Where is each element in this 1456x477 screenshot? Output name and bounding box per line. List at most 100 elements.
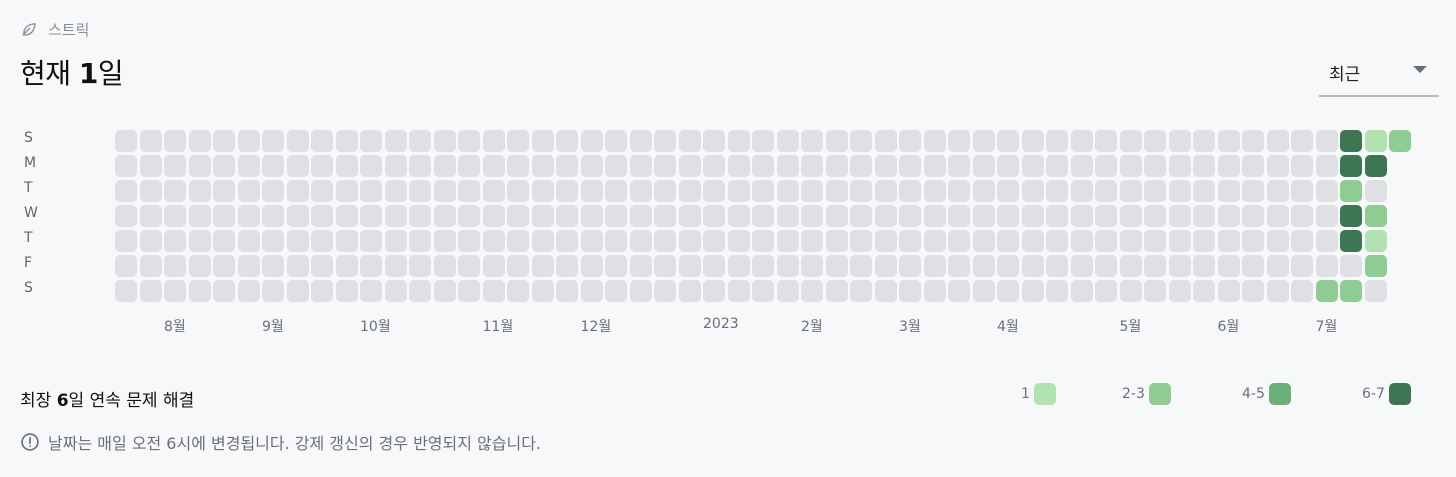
streak-day-cell[interactable] (1070, 255, 1093, 277)
streak-day-cell[interactable] (874, 205, 897, 227)
streak-day-cell[interactable] (1021, 280, 1044, 302)
streak-day-cell[interactable] (311, 155, 333, 177)
streak-day-cell[interactable] (850, 255, 872, 277)
streak-day-cell[interactable] (629, 230, 652, 252)
streak-day-cell[interactable] (776, 230, 799, 252)
streak-day-cell[interactable] (286, 155, 309, 177)
streak-day-cell[interactable] (850, 205, 872, 227)
streak-day-cell[interactable] (1144, 155, 1166, 177)
streak-day-cell[interactable] (1389, 130, 1411, 152)
streak-day-cell[interactable] (458, 255, 480, 277)
streak-day-cell[interactable] (703, 205, 725, 227)
streak-day-cell[interactable] (678, 155, 701, 177)
streak-day-cell[interactable] (115, 155, 137, 177)
streak-day-cell[interactable] (1242, 205, 1264, 227)
streak-day-cell[interactable] (1193, 155, 1215, 177)
streak-day-cell[interactable] (850, 230, 872, 252)
streak-day-cell[interactable] (507, 255, 529, 277)
streak-day-cell[interactable] (654, 255, 676, 277)
streak-day-cell[interactable] (1193, 255, 1215, 277)
streak-day-cell[interactable] (703, 130, 725, 152)
streak-day-cell[interactable] (1021, 205, 1044, 227)
streak-day-cell[interactable] (752, 180, 774, 202)
streak-day-cell[interactable] (262, 180, 284, 202)
streak-day-cell[interactable] (1242, 255, 1264, 277)
streak-day-cell[interactable] (997, 280, 1019, 302)
streak-day-cell[interactable] (237, 280, 260, 302)
streak-day-cell[interactable] (972, 205, 995, 227)
streak-day-cell[interactable] (556, 230, 578, 252)
streak-day-cell[interactable] (335, 155, 358, 177)
streak-day-cell[interactable] (605, 230, 627, 252)
streak-day-cell[interactable] (384, 205, 407, 227)
streak-day-cell[interactable] (1364, 180, 1387, 202)
streak-day-cell[interactable] (923, 130, 946, 152)
streak-day-cell[interactable] (237, 180, 260, 202)
streak-day-cell[interactable] (311, 280, 333, 302)
streak-day-cell[interactable] (801, 180, 823, 202)
streak-day-cell[interactable] (1364, 280, 1387, 302)
streak-day-cell[interactable] (458, 180, 480, 202)
streak-day-cell[interactable] (115, 280, 137, 302)
streak-day-cell[interactable] (139, 230, 162, 252)
streak-day-cell[interactable] (1168, 205, 1191, 227)
streak-day-cell[interactable] (899, 230, 921, 252)
streak-day-cell[interactable] (727, 280, 750, 302)
streak-day-cell[interactable] (874, 280, 897, 302)
streak-day-cell[interactable] (1242, 280, 1264, 302)
streak-day-cell[interactable] (1291, 180, 1313, 202)
streak-day-cell[interactable] (1315, 255, 1338, 277)
streak-day-cell[interactable] (1340, 280, 1362, 302)
streak-day-cell[interactable] (1266, 230, 1289, 252)
streak-day-cell[interactable] (1021, 180, 1044, 202)
streak-day-cell[interactable] (335, 230, 358, 252)
streak-day-cell[interactable] (213, 130, 235, 152)
streak-day-cell[interactable] (556, 205, 578, 227)
streak-day-cell[interactable] (678, 255, 701, 277)
streak-day-cell[interactable] (1291, 155, 1313, 177)
streak-day-cell[interactable] (286, 280, 309, 302)
streak-day-cell[interactable] (360, 230, 382, 252)
streak-day-cell[interactable] (874, 130, 897, 152)
streak-day-cell[interactable] (409, 280, 431, 302)
streak-day-cell[interactable] (1242, 130, 1264, 152)
streak-day-cell[interactable] (507, 155, 529, 177)
streak-day-cell[interactable] (605, 180, 627, 202)
streak-day-cell[interactable] (997, 205, 1019, 227)
streak-day-cell[interactable] (286, 130, 309, 152)
streak-day-cell[interactable] (1168, 130, 1191, 152)
streak-day-cell[interactable] (727, 130, 750, 152)
streak-day-cell[interactable] (923, 205, 946, 227)
streak-day-cell[interactable] (703, 155, 725, 177)
streak-day-cell[interactable] (727, 155, 750, 177)
streak-day-cell[interactable] (1095, 155, 1117, 177)
streak-day-cell[interactable] (1315, 180, 1338, 202)
streak-day-cell[interactable] (776, 155, 799, 177)
streak-day-cell[interactable] (654, 230, 676, 252)
streak-day-cell[interactable] (1242, 155, 1264, 177)
streak-day-cell[interactable] (605, 130, 627, 152)
streak-day-cell[interactable] (899, 155, 921, 177)
streak-day-cell[interactable] (997, 180, 1019, 202)
streak-day-cell[interactable] (1046, 205, 1068, 227)
streak-day-cell[interactable] (360, 155, 382, 177)
streak-day-cell[interactable] (433, 180, 456, 202)
streak-day-cell[interactable] (678, 130, 701, 152)
streak-day-cell[interactable] (1144, 205, 1166, 227)
streak-day-cell[interactable] (1119, 205, 1142, 227)
streak-day-cell[interactable] (580, 180, 603, 202)
streak-day-cell[interactable] (213, 155, 235, 177)
streak-day-cell[interactable] (874, 180, 897, 202)
streak-day-cell[interactable] (1217, 280, 1240, 302)
streak-day-cell[interactable] (899, 130, 921, 152)
streak-day-cell[interactable] (825, 280, 848, 302)
streak-day-cell[interactable] (262, 155, 284, 177)
streak-day-cell[interactable] (139, 130, 162, 152)
period-select[interactable]: 최근 (1319, 52, 1439, 97)
streak-day-cell[interactable] (629, 255, 652, 277)
streak-day-cell[interactable] (825, 130, 848, 152)
streak-day-cell[interactable] (139, 180, 162, 202)
streak-day-cell[interactable] (1070, 230, 1093, 252)
streak-day-cell[interactable] (1119, 230, 1142, 252)
streak-day-cell[interactable] (1291, 280, 1313, 302)
